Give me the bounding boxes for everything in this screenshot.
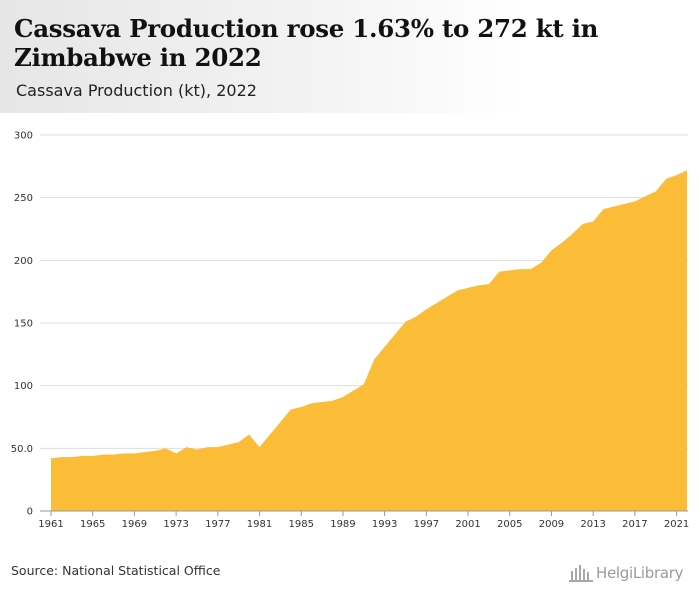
x-tick-label: 2013 (580, 519, 605, 530)
x-tick-label: 1997 (414, 519, 439, 530)
helgi-library-logo: HelgiLibrary (568, 561, 684, 585)
x-tick-label: 2021 (664, 519, 689, 530)
x-tick-label: 1993 (372, 519, 397, 530)
y-tick-label: 100 (14, 381, 33, 392)
area-chart: 0 50.0 100 150 200 250 300 1961 1965 1969 1973 1977… (11, 131, 690, 531)
y-tick-label: 50.0 (11, 444, 33, 455)
y-tick-label: 250 (14, 193, 33, 204)
x-tick-label: 2009 (539, 519, 564, 530)
x-tick-label: 1961 (38, 519, 63, 530)
y-tick-label: 0 (27, 507, 33, 518)
chart-subtitle: Cassava Production (kt), 2022 (16, 81, 257, 100)
x-tick-label: 2001 (455, 519, 480, 530)
source-note: Source: National Statistical Office (11, 563, 221, 578)
y-tick-label: 150 (14, 319, 33, 330)
x-tick-label: 1989 (330, 519, 355, 530)
y-tick-label: 300 (14, 131, 33, 142)
title-banner: Cassava Production rose 1.63% to 272 kt … (0, 0, 700, 113)
x-tick-label: 1965 (80, 519, 105, 530)
x-tick-label: 1977 (205, 519, 230, 530)
x-tick-label: 1985 (289, 519, 314, 530)
series-area (51, 170, 687, 512)
library-building-icon (569, 565, 593, 582)
y-tick-label: 200 (14, 256, 33, 267)
x-tick-label: 1981 (247, 519, 272, 530)
x-tick-label: 1973 (163, 519, 188, 530)
logo-text: HelgiLibrary (596, 564, 684, 582)
chart-title: Cassava Production rose 1.63% to 272 kt … (14, 14, 599, 72)
x-tick-label: 2005 (497, 519, 522, 530)
x-tick-label: 2017 (622, 519, 647, 530)
x-tick-label: 1969 (122, 519, 147, 530)
